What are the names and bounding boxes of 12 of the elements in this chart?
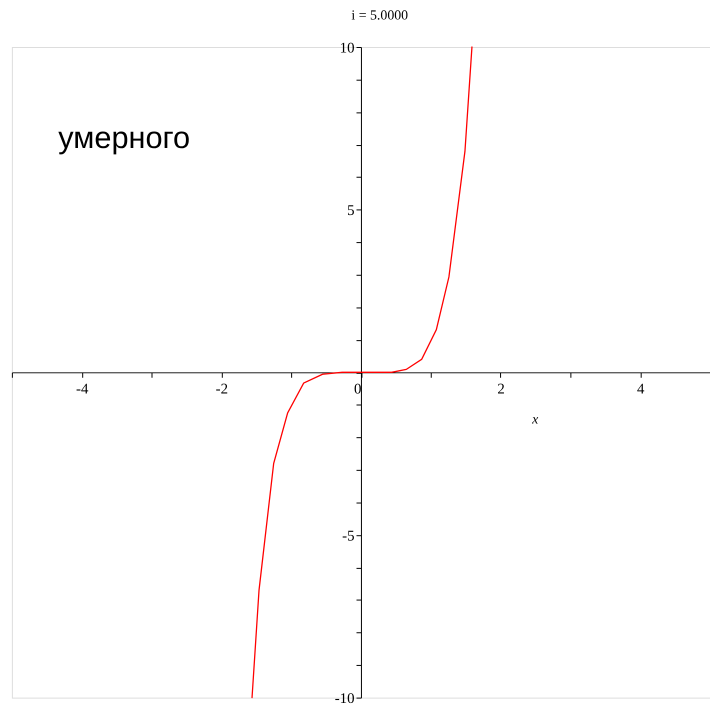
y-tick-label: 10 <box>340 40 355 56</box>
y-tick-label: 5 <box>347 203 355 220</box>
x-tick-label: 0 <box>354 382 362 398</box>
x-tick-label: 4 <box>636 382 645 398</box>
y-tick-label: -5 <box>342 528 355 544</box>
x-tick-label: 2 <box>497 382 505 398</box>
x-axis-title: x <box>531 411 540 426</box>
y-tick-label: -10 <box>334 691 355 707</box>
annotation: умерного <box>58 120 190 156</box>
chart-title: i = 5.0000 <box>351 7 408 22</box>
x-tick-label: -4 <box>76 382 89 398</box>
x-tick-label: -2 <box>216 382 228 398</box>
